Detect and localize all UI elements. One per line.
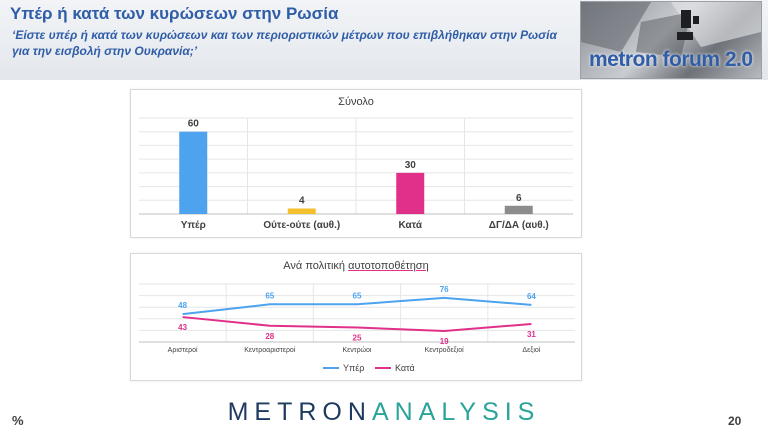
ideology-chart-panel: Ανά πολιτική αυτοτοποθέτηση 48 65 65 76 64 43… bbox=[130, 253, 582, 381]
brand-part2: ANALYSIS bbox=[371, 398, 541, 426]
bar-data-label: 6 bbox=[516, 193, 522, 204]
total-chart-title: Σύνολο bbox=[338, 96, 374, 108]
x-tick-label: Υπέρ bbox=[181, 220, 206, 231]
bar-data-label: 60 bbox=[188, 119, 200, 130]
header-banner: Υπέρ ή κατά των κυρώσεων στην Ρωσία ‘Είσ… bbox=[0, 0, 768, 80]
point-data-label: 48 bbox=[178, 301, 187, 310]
series-line-kata bbox=[182, 316, 532, 332]
page-subtitle: ‘Είστε υπέρ ή κατά των κυρώσεων και των … bbox=[12, 28, 557, 58]
x-tick-label: Αριστεροί bbox=[168, 346, 198, 354]
total-chart-panel: Σύνολο 60 Υπέρ 4 Ούτε-ούτε (αυθ.) 30 Κατά 6 ΔΓ/… bbox=[130, 89, 582, 238]
x-tick-label: Κατά bbox=[399, 220, 423, 231]
legend-label: Υπέρ bbox=[343, 363, 364, 373]
bar-data-label: 4 bbox=[299, 196, 305, 207]
bar-data-label: 30 bbox=[405, 160, 417, 171]
bar bbox=[179, 131, 208, 214]
point-data-label: 25 bbox=[353, 334, 362, 343]
page-number: 20 bbox=[728, 414, 742, 428]
page-title: Υπέρ ή κατά των κυρώσεων στην Ρωσία bbox=[10, 4, 339, 23]
x-tick-label: Κεντροαριστεροί bbox=[244, 346, 296, 354]
point-data-label: 64 bbox=[527, 292, 536, 301]
logo-text: metron forum 2.0 bbox=[589, 48, 753, 71]
total-bar-chart: 60 Υπέρ 4 Ούτε-ούτε (αυθ.) 30 Κατά 6 ΔΓ/ΔΑ (αυθ… bbox=[139, 117, 573, 231]
percent-sign: % bbox=[12, 413, 24, 428]
ideology-title-prefix: Ανά πολιτική bbox=[283, 260, 349, 272]
logo-artwork-icon bbox=[581, 2, 761, 57]
x-tick-label: ΔΓ/ΔΑ (αυθ.) bbox=[489, 220, 549, 231]
point-data-label: 65 bbox=[265, 291, 274, 300]
point-data-label: 65 bbox=[353, 291, 362, 300]
point-data-label: 28 bbox=[265, 332, 274, 341]
x-tick-label: Κεντροδεξιοί bbox=[425, 346, 465, 354]
point-data-label: 31 bbox=[527, 330, 536, 339]
bar bbox=[287, 208, 316, 214]
bar bbox=[504, 205, 533, 214]
metron-forum-logo: metron forum 2.0 bbox=[580, 1, 762, 79]
point-data-label: 43 bbox=[178, 323, 187, 332]
series-line-yper bbox=[182, 296, 532, 316]
point-data-label: 76 bbox=[440, 285, 449, 294]
bar bbox=[396, 172, 425, 214]
ideology-chart-title: Ανά πολιτική αυτοτοποθέτηση bbox=[131, 260, 581, 272]
x-tick-label: Κεντρώοι bbox=[343, 346, 372, 354]
ideology-title-underlined: αυτοτοποθέτηση bbox=[348, 260, 429, 272]
x-tick-label: Ούτε-ούτε (αυθ.) bbox=[263, 220, 340, 231]
brand-part1: METRON bbox=[227, 398, 372, 426]
legend-label: Κατά bbox=[395, 363, 415, 373]
x-tick-label: Δεξιοί bbox=[522, 346, 540, 354]
ideology-line-chart: 48 65 65 76 64 43 28 25 19 31 Αριστεροί Κεντροαριστ… bbox=[139, 283, 575, 373]
point-data-label: 19 bbox=[440, 337, 449, 346]
metron-analysis-logo: METRONANALYSIS bbox=[0, 398, 768, 427]
